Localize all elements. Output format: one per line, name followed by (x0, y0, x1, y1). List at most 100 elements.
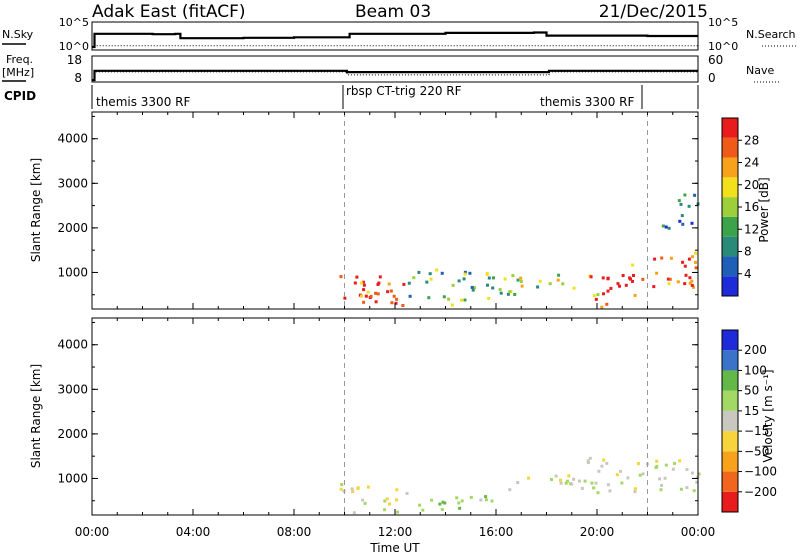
colorbar-tick-label: 15 (744, 404, 759, 418)
scatter-cell (364, 294, 368, 298)
scatter-cell (664, 225, 668, 229)
scatter-cell (594, 297, 598, 301)
scatter-cell (417, 270, 421, 274)
scatter-cell (641, 277, 645, 281)
colorbar-frame (721, 329, 739, 513)
scatter-cell (694, 251, 698, 255)
scatter-cell (693, 193, 697, 197)
scatter-cell (498, 288, 502, 292)
colorbar-tick-label: 28 (744, 133, 759, 147)
x-tick-label: 16:00 (479, 525, 514, 539)
scatter-cell (355, 275, 359, 279)
scatter-cell (608, 489, 612, 493)
scatter-cell (596, 491, 600, 495)
scatter-cell (374, 291, 378, 295)
scatter-cell (588, 456, 592, 460)
scatter-cell (395, 498, 399, 502)
scatter-cell (626, 476, 630, 480)
scatter-cell (538, 279, 542, 283)
y-tick-label: 2000 (57, 221, 88, 235)
colorbar-segment (722, 390, 738, 411)
scatter-cell (389, 289, 393, 293)
velocity-y-label: Slant Range [km] (29, 364, 43, 468)
scatter-cell (618, 284, 621, 288)
scatter-cell (492, 276, 495, 280)
scatter-cell (589, 275, 593, 279)
scatter-cell (683, 282, 687, 286)
scatter-cell (451, 283, 455, 287)
scatter-cell (550, 478, 553, 481)
colorbar-segment (722, 137, 738, 158)
scatter-cell (511, 274, 515, 278)
scatter-cell (484, 495, 488, 499)
scatter-cell (440, 271, 444, 275)
scatter-cell (697, 472, 701, 476)
scatter-cell (619, 469, 623, 473)
scatter-cell (366, 290, 370, 294)
scatter-cell (663, 476, 667, 480)
scatter-cell (567, 474, 571, 478)
freq-label: Freq. (6, 53, 33, 66)
scatter-cell (654, 466, 658, 470)
scatter-cell (690, 283, 694, 287)
scatter-cell (609, 286, 613, 290)
scatter-cell (631, 263, 635, 267)
scatter-cell (554, 474, 558, 478)
sky-noise-panel: N.Sky 10^5 10^0 10^5 10^0 N.Search (2, 16, 796, 53)
scatter-cell (339, 487, 343, 491)
scatter-cell (684, 273, 688, 277)
scatter-cell (440, 508, 444, 511)
y-tick-label: 1000 (57, 265, 88, 279)
colorbar-segment (722, 471, 738, 492)
freq-tick-low: 8 (74, 71, 82, 85)
x-tick-label: 04:00 (176, 525, 211, 539)
scatter-cell (435, 268, 439, 272)
scatter-cell (652, 285, 656, 289)
x-tick-label: 00:00 (681, 525, 716, 539)
scatter-cell (516, 481, 520, 484)
power-panel: 1000 2000 3000 4000 Slant Range [km] 28 24 20… (29, 111, 771, 310)
x-axis-label: Time UT (369, 541, 420, 554)
scatter-cell (681, 260, 685, 264)
scatter-cell (351, 490, 355, 493)
colorbar-segment (722, 276, 738, 296)
scatter-cell (506, 292, 510, 296)
scatter-cell (402, 282, 406, 286)
power-colorbar: 28 24 20 16 12 8 4 (721, 117, 759, 297)
scatter-cell (485, 272, 489, 276)
x-tick-label: 20:00 (580, 525, 615, 539)
scatter-cell (438, 502, 442, 506)
scatter-cell (387, 282, 391, 286)
scatter-cell (667, 226, 671, 230)
nave-tick-high: 60 (708, 53, 723, 67)
colorbar-segment (722, 236, 738, 257)
scatter-cell (536, 285, 540, 289)
scatter-cell (352, 511, 356, 515)
freq-unit-label: [MHz] (2, 66, 34, 79)
scatter-cell (673, 461, 677, 465)
scatter-cell (356, 486, 360, 490)
scatter-cell (615, 473, 619, 477)
y-tick-label: 3000 (57, 382, 88, 396)
scatter-cell (503, 277, 507, 281)
scatter-cell (484, 498, 488, 502)
scatter-cell (458, 506, 462, 510)
scatter-cell (632, 274, 635, 277)
scatter-cell (508, 290, 512, 294)
scatter-cell (425, 280, 429, 284)
y-tick-label: 1000 (57, 471, 88, 485)
scatter-cell (666, 277, 670, 281)
colorbar-segment (722, 410, 738, 432)
sky-right-tick-high: 10^5 (708, 16, 738, 29)
nave-label: Nave (746, 64, 774, 77)
scatter-cell (658, 477, 662, 481)
scatter-cell (487, 296, 491, 300)
scatter-cell (660, 256, 664, 260)
scatter-cell (586, 459, 590, 463)
scatter-cell (468, 271, 472, 275)
scatter-cell (679, 202, 683, 206)
date-title: 21/Dec/2015 (599, 2, 708, 22)
scatter-cell (405, 491, 409, 495)
power-y-label: Slant Range [km] (29, 158, 43, 262)
